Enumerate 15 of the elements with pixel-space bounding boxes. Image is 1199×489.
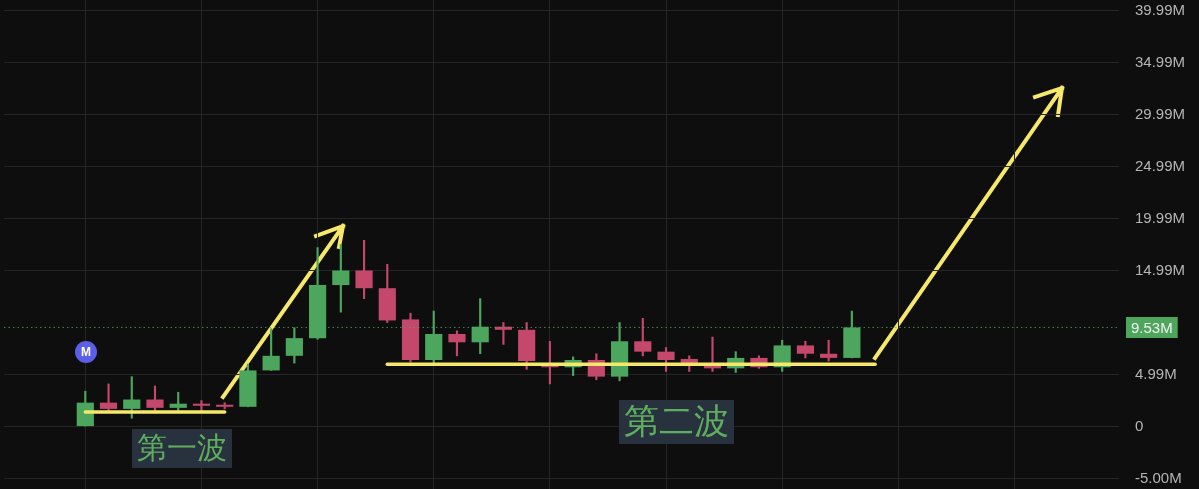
ref-line-label: 9.53M <box>1131 318 1173 336</box>
candlestick <box>99 383 118 413</box>
y-tick-label: 24.99M <box>1135 156 1186 174</box>
y-tick-label: 39.99M <box>1135 0 1186 18</box>
candlestick <box>192 400 211 412</box>
y-tick-label: 4.99M <box>1135 364 1177 382</box>
letter-badge: M <box>75 341 97 363</box>
annotation: 第二波 <box>619 400 734 444</box>
y-tick-label: 14.99M <box>1135 260 1186 278</box>
annotation: 第一波 <box>132 429 232 468</box>
y-tick-label: 19.99M <box>1135 208 1186 226</box>
y-tick-label: 29.99M <box>1135 104 1186 122</box>
y-tick-label: -5.00M <box>1135 468 1182 486</box>
y-tick-label: 0 <box>1135 416 1144 434</box>
y-tick-label: 34.99M <box>1135 52 1186 70</box>
